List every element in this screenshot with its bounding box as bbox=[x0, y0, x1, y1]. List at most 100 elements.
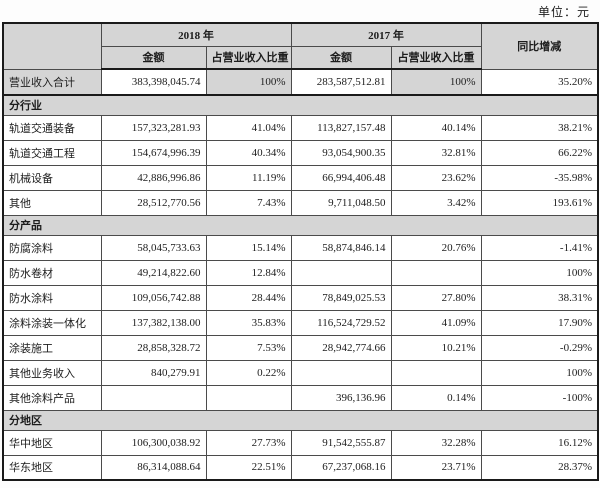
cell-amount-2017: 28,942,774.66 bbox=[290, 334, 392, 361]
header-pct-2017: 占营业收入比重 bbox=[390, 45, 482, 70]
cell-pct-2018: 40.34% bbox=[205, 139, 292, 166]
table-row: 轨道交通装备 157,323,281.93 41.04% 113,827,157.48… bbox=[2, 114, 599, 141]
cell-yoy-change: -0.29% bbox=[480, 334, 599, 361]
cell-yoy-change: 38.21% bbox=[480, 114, 599, 141]
cell-amount-2017: 93,054,900.35 bbox=[290, 139, 392, 166]
cell-amount-2017 bbox=[290, 359, 392, 386]
row-label: 防水涂料 bbox=[2, 284, 102, 311]
cell-pct-2017: 27.80% bbox=[390, 284, 482, 311]
cell-yoy-change: 66.22% bbox=[480, 139, 599, 166]
table-row: 机械设备 42,886,996.86 11.19% 66,994,406.48 23.6… bbox=[2, 164, 599, 191]
header-amount-2018: 金额 bbox=[100, 45, 207, 70]
section-row: 分行业 bbox=[2, 94, 599, 116]
cell-pct-2017: 3.42% bbox=[390, 189, 482, 216]
cell-pct-2017: 23.71% bbox=[390, 454, 482, 481]
cell-yoy-change: 16.12% bbox=[480, 429, 599, 456]
table-header: 2018 年 2017 年 同比增减 金额 占营业收入比重 金额 占营业收入比重 bbox=[2, 22, 599, 70]
row-label: 防腐涂料 bbox=[2, 234, 102, 261]
cell-amount-2018: 137,382,138.00 bbox=[100, 309, 207, 336]
table-row: 涂装施工 28,858,328.72 7.53% 28,942,774.66 10.21… bbox=[2, 334, 599, 361]
cell-pct-2018: 7.53% bbox=[205, 334, 292, 361]
cell-pct-2017 bbox=[390, 359, 482, 386]
cell-yoy-change: 28.37% bbox=[480, 454, 599, 481]
table-row: 营业收入合计 383,398,045.74 100% 283,587,512.81 10… bbox=[2, 68, 599, 96]
cell-pct-2017: 23.62% bbox=[390, 164, 482, 191]
unit-label: 单位：元 bbox=[537, 5, 590, 19]
cell-amount-2018: 28,512,770.56 bbox=[100, 189, 207, 216]
cell-yoy-change: -1.41% bbox=[480, 234, 599, 261]
cell-yoy-change: 38.31% bbox=[480, 284, 599, 311]
cell-amount-2017: 78,849,025.53 bbox=[290, 284, 392, 311]
cell-amount-2017: 58,874,846.14 bbox=[290, 234, 392, 261]
row-label: 轨道交通装备 bbox=[2, 114, 102, 141]
cell-amount-2018: 383,398,045.74 bbox=[100, 68, 207, 96]
row-label: 机械设备 bbox=[2, 164, 102, 191]
cell-amount-2018: 840,279.91 bbox=[100, 359, 207, 386]
cell-amount-2018: 86,314,088.64 bbox=[100, 454, 207, 481]
cell-yoy-change: -100% bbox=[480, 384, 599, 411]
cell-amount-2018: 154,674,996.39 bbox=[100, 139, 207, 166]
table-row: 其他涂料产品 396,136.96 0.14% -100% bbox=[2, 384, 599, 411]
cell-amount-2017: 9,711,048.50 bbox=[290, 189, 392, 216]
section-row: 分地区 bbox=[2, 409, 599, 431]
cell-pct-2017: 20.76% bbox=[390, 234, 482, 261]
table-row: 其他业务收入 840,279.91 0.22% 100% bbox=[2, 359, 599, 386]
cell-pct-2018: 0.22% bbox=[205, 359, 292, 386]
cell-pct-2018: 11.19% bbox=[205, 164, 292, 191]
header-year-2017: 2017 年 bbox=[290, 22, 482, 47]
cell-yoy-change: -35.98% bbox=[480, 164, 599, 191]
row-label: 轨道交通工程 bbox=[2, 139, 102, 166]
header-year-2018: 2018 年 bbox=[100, 22, 292, 47]
cell-amount-2017: 283,587,512.81 bbox=[290, 68, 392, 96]
cell-amount-2017: 396,136.96 bbox=[290, 384, 392, 411]
cell-amount-2017: 113,827,157.48 bbox=[290, 114, 392, 141]
row-label: 其他涂料产品 bbox=[2, 384, 102, 411]
cell-yoy-change: 100% bbox=[480, 259, 599, 286]
row-label: 华中地区 bbox=[2, 429, 102, 456]
header-amount-2017: 金额 bbox=[290, 45, 392, 70]
table-row: 华中地区 106,300,038.92 27.73% 91,542,555.87 32.… bbox=[2, 429, 599, 456]
cell-amount-2017: 91,542,555.87 bbox=[290, 429, 392, 456]
cell-yoy-change: 193.61% bbox=[480, 189, 599, 216]
cell-amount-2017: 116,524,729.52 bbox=[290, 309, 392, 336]
row-label: 涂料涂装一体化 bbox=[2, 309, 102, 336]
cell-amount-2018: 42,886,996.86 bbox=[100, 164, 207, 191]
row-label: 其他 bbox=[2, 189, 102, 216]
cell-amount-2018: 106,300,038.92 bbox=[100, 429, 207, 456]
cell-pct-2017: 32.81% bbox=[390, 139, 482, 166]
cell-amount-2017: 67,237,068.16 bbox=[290, 454, 392, 481]
cell-pct-2018: 7.43% bbox=[205, 189, 292, 216]
cell-pct-2018: 15.14% bbox=[205, 234, 292, 261]
section-label: 分产品 bbox=[2, 214, 599, 236]
cell-yoy-change: 17.90% bbox=[480, 309, 599, 336]
section-row: 分产品 bbox=[2, 214, 599, 236]
cell-amount-2017 bbox=[290, 259, 392, 286]
cell-amount-2017: 66,994,406.48 bbox=[290, 164, 392, 191]
cell-pct-2017: 100% bbox=[390, 68, 482, 96]
section-label: 分地区 bbox=[2, 409, 599, 431]
cell-pct-2017: 32.28% bbox=[390, 429, 482, 456]
cell-amount-2018: 58,045,733.63 bbox=[100, 234, 207, 261]
section-label: 分行业 bbox=[2, 94, 599, 116]
cell-amount-2018: 157,323,281.93 bbox=[100, 114, 207, 141]
row-label: 涂装施工 bbox=[2, 334, 102, 361]
cell-pct-2018: 41.04% bbox=[205, 114, 292, 141]
table-row: 轨道交通工程 154,674,996.39 40.34% 93,054,900.35 3… bbox=[2, 139, 599, 166]
cell-amount-2018: 28,858,328.72 bbox=[100, 334, 207, 361]
table-body: 营业收入合计 383,398,045.74 100% 283,587,512.81 10… bbox=[2, 68, 599, 481]
table-row: 涂料涂装一体化 137,382,138.00 35.83% 116,524,729.5… bbox=[2, 309, 599, 336]
table-row: 防水卷材 49,214,822.60 12.84% 100% bbox=[2, 259, 599, 286]
cell-amount-2018: 109,056,742.88 bbox=[100, 284, 207, 311]
row-label: 华东地区 bbox=[2, 454, 102, 481]
cell-pct-2017: 40.14% bbox=[390, 114, 482, 141]
cell-pct-2017: 10.21% bbox=[390, 334, 482, 361]
header-pct-2018: 占营业收入比重 bbox=[205, 45, 292, 70]
cell-pct-2018: 28.44% bbox=[205, 284, 292, 311]
cell-pct-2017: 41.09% bbox=[390, 309, 482, 336]
cell-pct-2018: 27.73% bbox=[205, 429, 292, 456]
header-yoy-change: 同比增减 bbox=[480, 22, 599, 70]
cell-amount-2018 bbox=[100, 384, 207, 411]
revenue-breakdown-table: 2018 年 2017 年 同比增减 金额 占营业收入比重 金额 占营业收入比重… bbox=[2, 22, 599, 481]
cell-yoy-change: 35.20% bbox=[480, 68, 599, 96]
